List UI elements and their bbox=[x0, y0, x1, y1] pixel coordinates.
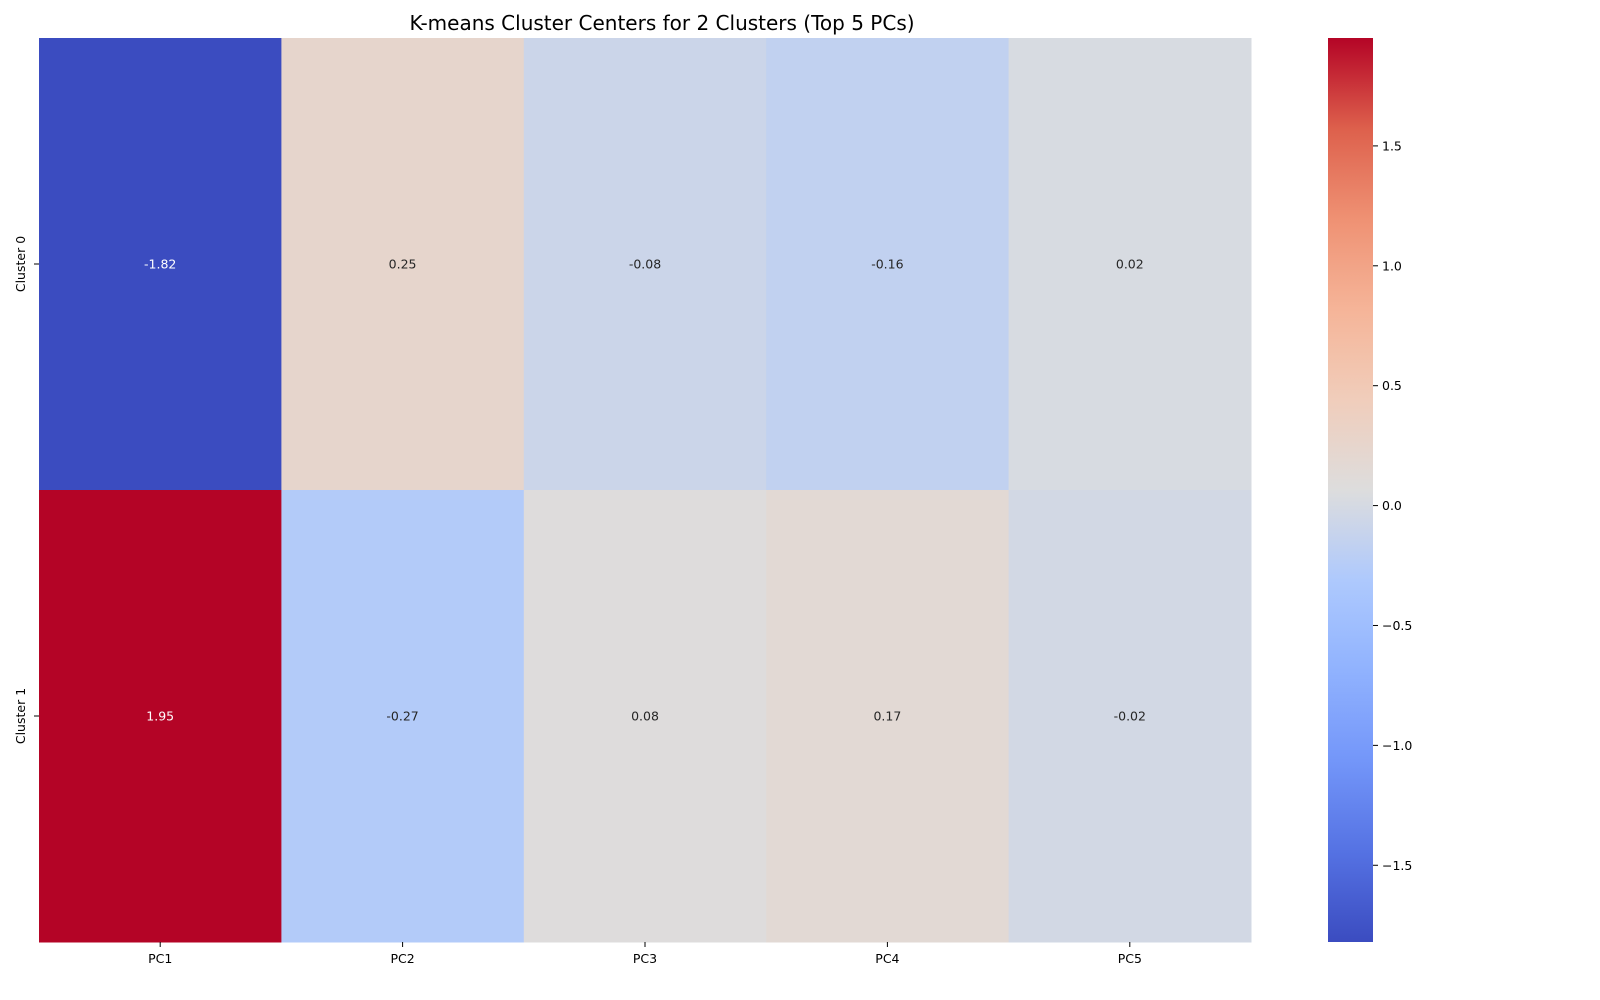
cell-value-label: 0.25 bbox=[389, 257, 417, 272]
cell-value-label: -1.82 bbox=[144, 257, 176, 272]
x-tick-label: PC2 bbox=[390, 951, 414, 966]
heatmap-cell bbox=[1008, 490, 1252, 943]
cell-value-label: 1.95 bbox=[146, 709, 174, 724]
colorbar-tick-label: 0.5 bbox=[1382, 378, 1402, 393]
x-axis: PC1 PC2 PC3 PC4 PC5 bbox=[148, 942, 1142, 966]
cell-value-label: -0.27 bbox=[386, 709, 418, 724]
x-tick-label: PC1 bbox=[148, 951, 172, 966]
colorbar-tick-label: 1.5 bbox=[1382, 138, 1402, 153]
colorbar-tick-label: 1.0 bbox=[1382, 258, 1402, 273]
colorbar-tick-label: 0.0 bbox=[1382, 498, 1402, 513]
colorbar-tick-label: −1.0 bbox=[1382, 738, 1412, 753]
cell-value-label: 0.02 bbox=[1116, 257, 1144, 272]
heatmap-cell bbox=[523, 490, 767, 943]
heatmap-cell bbox=[766, 38, 1010, 491]
x-tick-label: PC3 bbox=[633, 951, 657, 966]
y-axis: Cluster 0 Cluster 1 bbox=[13, 236, 39, 744]
heatmap-cell bbox=[1008, 38, 1252, 491]
heatmap-cell bbox=[39, 490, 282, 943]
x-tick-label: PC4 bbox=[875, 951, 899, 966]
colorbar-gradient bbox=[1328, 38, 1373, 942]
cell-value-label: 0.08 bbox=[631, 709, 659, 724]
cell-value-label: 0.17 bbox=[873, 709, 901, 724]
heatmap-cell bbox=[523, 38, 767, 491]
colorbar: −1.5 −1.0 −0.5 0.0 0.5 1.0 1.5 bbox=[1328, 38, 1412, 942]
heatmap-cell bbox=[281, 38, 525, 491]
x-tick-label: PC5 bbox=[1118, 951, 1142, 966]
cell-value-label: -0.16 bbox=[871, 257, 903, 272]
chart-title: K-means Cluster Centers for 2 Clusters (… bbox=[409, 11, 914, 35]
heatmap-cell bbox=[281, 490, 525, 943]
y-tick-label: Cluster 1 bbox=[13, 688, 28, 744]
heatmap-cells: -1.82 0.25 -0.08 -0.16 0.02 1.95 -0.27 0.08 0.17… bbox=[39, 38, 1252, 943]
colorbar-tick-label: −0.5 bbox=[1382, 618, 1412, 633]
colorbar-tick-label: −1.5 bbox=[1382, 858, 1412, 873]
cell-value-label: -0.02 bbox=[1114, 709, 1146, 724]
heatmap-cell bbox=[766, 490, 1010, 943]
y-tick-label: Cluster 0 bbox=[13, 236, 28, 292]
cell-value-label: -0.08 bbox=[629, 257, 661, 272]
heatmap-cell bbox=[39, 38, 282, 491]
